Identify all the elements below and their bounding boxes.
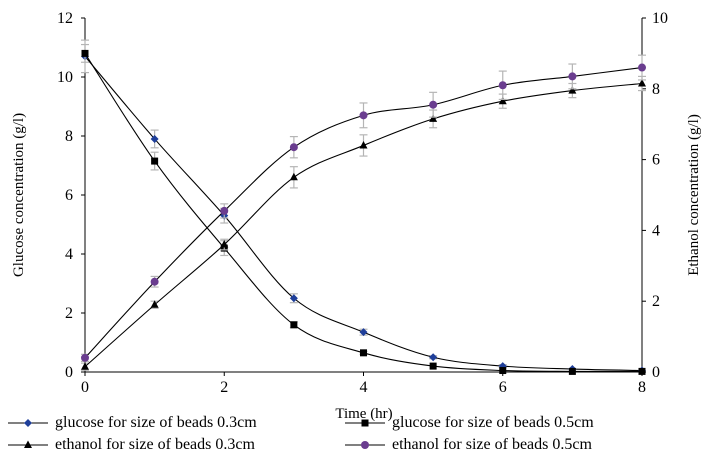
data-point bbox=[220, 206, 229, 215]
data-point bbox=[290, 321, 298, 329]
data-point bbox=[499, 367, 507, 375]
x-tick-label: 6 bbox=[499, 379, 507, 396]
x-axis-title: Time (hr) bbox=[335, 406, 392, 422]
series-layer bbox=[81, 39, 646, 375]
legend-label: ethanol for size of beads 0.5cm bbox=[392, 436, 592, 453]
series-line bbox=[84, 55, 643, 372]
series-line bbox=[84, 67, 643, 359]
right-y-tick-label: 2 bbox=[652, 293, 660, 310]
x-tick-label: 0 bbox=[81, 379, 89, 396]
data-point bbox=[151, 157, 159, 165]
legend: glucose for size of beads 0.3cm glucose f… bbox=[8, 414, 594, 453]
left-y-ticks: 0 2 4 6 8 10 12 bbox=[57, 10, 85, 381]
series-2 bbox=[81, 43, 646, 375]
data-point bbox=[360, 349, 367, 357]
legend-label: glucose for size of beads 0.5cm bbox=[392, 414, 594, 431]
right-y-tick-label: 8 bbox=[652, 81, 660, 98]
legend-swatch-marker bbox=[24, 419, 32, 427]
legend-swatch-marker bbox=[361, 419, 369, 427]
data-point bbox=[289, 294, 298, 303]
right-y-tick-label: 6 bbox=[652, 152, 660, 169]
left-y-tick-label: 10 bbox=[57, 69, 73, 86]
left-y-tick-label: 2 bbox=[65, 305, 73, 322]
x-tick-label: 8 bbox=[638, 379, 646, 396]
data-point bbox=[638, 63, 646, 72]
series-4 bbox=[81, 54, 646, 362]
data-point bbox=[359, 111, 368, 120]
plot-frame bbox=[84, 18, 643, 373]
x-tick-label: 4 bbox=[360, 379, 368, 396]
series-1 bbox=[81, 39, 646, 375]
data-point bbox=[359, 140, 368, 149]
data-point bbox=[359, 328, 368, 337]
data-point bbox=[429, 353, 438, 362]
data-point bbox=[568, 72, 577, 81]
data-point bbox=[568, 86, 577, 94]
legend-label: ethanol for size of beads 0.3cm bbox=[55, 436, 255, 453]
left-y-tick-label: 6 bbox=[65, 187, 73, 204]
x-tick-label: 2 bbox=[220, 379, 228, 396]
left-y-tick-label: 12 bbox=[57, 10, 73, 27]
data-point bbox=[638, 78, 646, 87]
data-point bbox=[498, 81, 507, 90]
legend-item: glucose for size of beads 0.5cm bbox=[345, 414, 594, 431]
legend-swatch-marker bbox=[24, 440, 32, 448]
legend-swatch-marker bbox=[361, 441, 369, 449]
data-point bbox=[568, 367, 576, 375]
data-point bbox=[150, 134, 159, 143]
data-point bbox=[429, 100, 438, 109]
data-point bbox=[289, 143, 298, 152]
data-point bbox=[150, 277, 159, 286]
legend-label: glucose for size of beads 0.3cm bbox=[55, 414, 257, 431]
data-point bbox=[150, 300, 159, 308]
left-y-tick-label: 0 bbox=[65, 364, 73, 381]
data-point bbox=[498, 96, 507, 105]
legend-item: ethanol for size of beads 0.5cm bbox=[345, 436, 592, 453]
data-point bbox=[289, 172, 298, 181]
x-ticks: 0 2 4 6 8 bbox=[81, 372, 646, 396]
y-axis-right-title: Ethanol concentration (g/l) bbox=[686, 114, 702, 276]
legend-item: glucose for size of beads 0.3cm bbox=[8, 414, 257, 431]
right-y-ticks: 0 2 4 6 8 10 bbox=[642, 10, 668, 381]
data-point bbox=[81, 49, 89, 57]
right-y-tick-label: 10 bbox=[652, 10, 668, 27]
y-axis-left-title: Glucose concentration (g/l) bbox=[11, 113, 27, 277]
data-point bbox=[220, 240, 229, 248]
left-y-tick-label: 4 bbox=[65, 246, 73, 263]
series-line bbox=[84, 53, 643, 373]
legend-item: ethanol for size of beads 0.3cm bbox=[8, 436, 255, 453]
data-point bbox=[81, 362, 89, 370]
data-point bbox=[638, 367, 646, 375]
right-y-tick-label: 4 bbox=[652, 222, 660, 239]
data-point bbox=[429, 114, 438, 122]
series-line bbox=[84, 82, 643, 368]
left-y-tick-label: 8 bbox=[65, 128, 73, 145]
data-point bbox=[81, 353, 89, 362]
data-point bbox=[429, 362, 437, 370]
right-y-tick-label: 0 bbox=[652, 364, 660, 381]
